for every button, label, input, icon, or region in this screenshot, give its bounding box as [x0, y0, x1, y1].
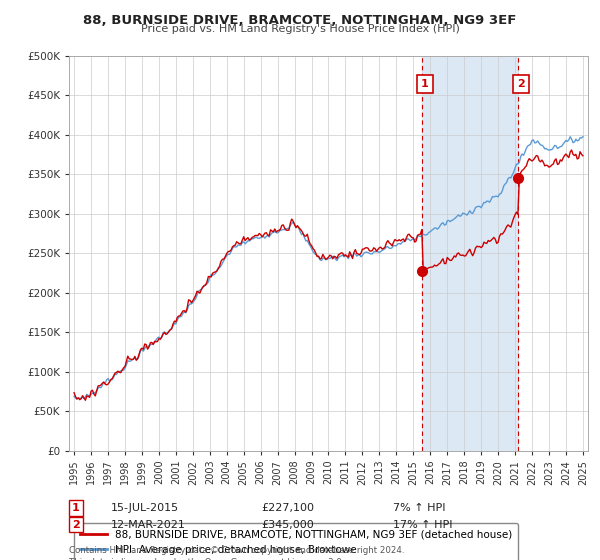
Text: 1: 1 [72, 503, 80, 513]
Text: 1: 1 [421, 78, 429, 88]
Text: 7% ↑ HPI: 7% ↑ HPI [393, 503, 445, 513]
Text: 15-JUL-2015: 15-JUL-2015 [111, 503, 179, 513]
Text: Contains HM Land Registry data © Crown copyright and database right 2024.
This d: Contains HM Land Registry data © Crown c… [69, 546, 404, 560]
Bar [422, 56, 518, 451]
Text: 12-MAR-2021: 12-MAR-2021 [111, 520, 186, 530]
Text: 88, BURNSIDE DRIVE, BRAMCOTE, NOTTINGHAM, NG9 3EF: 88, BURNSIDE DRIVE, BRAMCOTE, NOTTINGHAM… [83, 14, 517, 27]
Text: 17% ↑ HPI: 17% ↑ HPI [393, 520, 452, 530]
Text: 2: 2 [72, 520, 80, 530]
Text: 2: 2 [517, 78, 525, 88]
Text: £227,100: £227,100 [261, 503, 314, 513]
Legend: 88, BURNSIDE DRIVE, BRAMCOTE, NOTTINGHAM, NG9 3EF (detached house), HPI: Average: 88, BURNSIDE DRIVE, BRAMCOTE, NOTTINGHAM… [74, 523, 518, 560]
Text: Price paid vs. HM Land Registry's House Price Index (HPI): Price paid vs. HM Land Registry's House … [140, 24, 460, 34]
Text: £345,000: £345,000 [261, 520, 314, 530]
